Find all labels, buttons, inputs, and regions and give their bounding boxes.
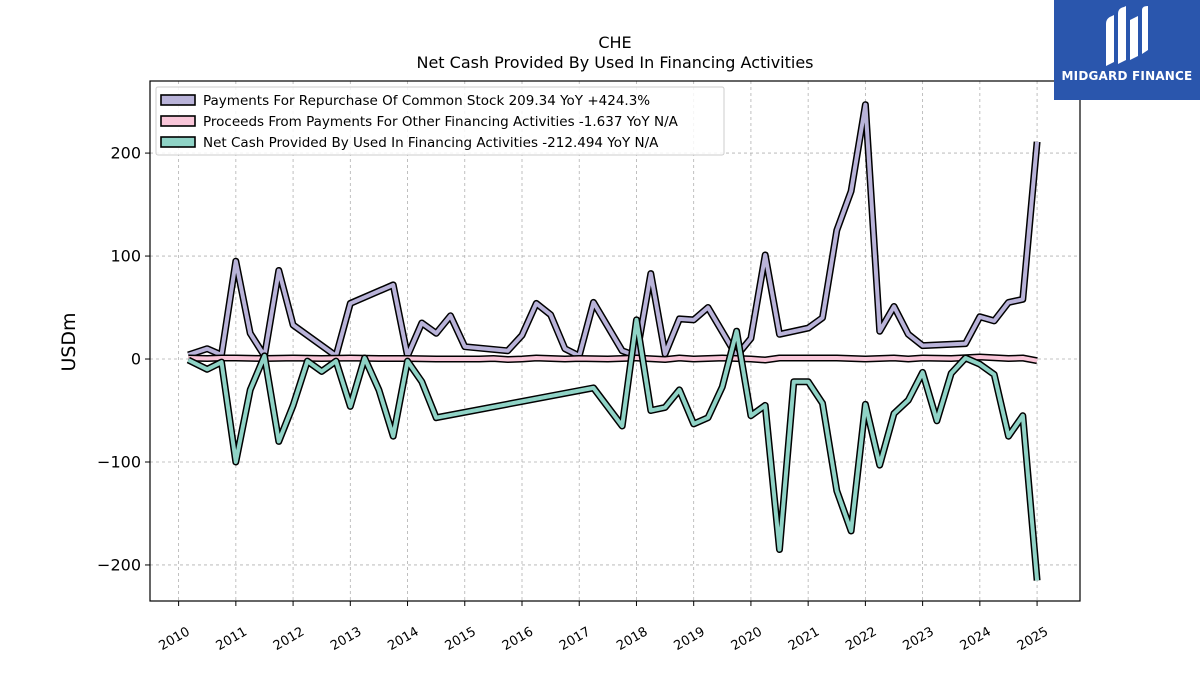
x-tick-label: 2024 xyxy=(958,624,994,654)
legend-swatch xyxy=(160,94,196,106)
x-tick-label: 2020 xyxy=(729,624,765,654)
midgard-m-logo-icon xyxy=(1106,6,1148,66)
x-tick-label: 2011 xyxy=(214,624,250,654)
x-tick-label: 2021 xyxy=(786,624,822,654)
x-tick-label: 2016 xyxy=(500,624,536,654)
x-tick-label: 2022 xyxy=(843,624,879,654)
x-axis-ticks: 2010 2011 2012 2013 2014 2015 2016 2017 2018 2019… xyxy=(156,601,1051,654)
x-tick-label: 2013 xyxy=(328,624,364,654)
chart-subtitle: Net Cash Provided By Used In Financing A… xyxy=(416,53,813,72)
legend-swatch xyxy=(160,115,196,127)
y-tick-label: −200 xyxy=(97,555,141,574)
x-tick-label: 2012 xyxy=(271,624,307,654)
y-tick-label: 100 xyxy=(110,247,141,266)
series-3 xyxy=(186,316,1041,581)
plot-area-frame xyxy=(149,80,1081,602)
brand-logo-text: MIDGARD FINANCE xyxy=(1061,69,1193,83)
legend-entry-label: Net Cash Provided By Used In Financing A… xyxy=(203,135,659,151)
series-line xyxy=(188,355,1038,363)
x-tick-label: 2018 xyxy=(614,624,650,654)
legend-entry-label: Proceeds From Payments For Other Financi… xyxy=(203,114,679,130)
x-tick-label: 2019 xyxy=(672,624,708,654)
x-tick-label: 2014 xyxy=(385,624,421,654)
chart-title: CHE xyxy=(598,33,631,52)
legend-box xyxy=(155,86,725,156)
x-tick-label: 2015 xyxy=(443,624,479,654)
y-tick-label: 200 xyxy=(110,144,141,163)
y-axis-ticks: −200 −100 0 100 200 xyxy=(97,144,150,574)
y-axis-label: USDm xyxy=(58,312,80,371)
series-layer xyxy=(186,101,1041,581)
legend: Payments For Repurchase Of Common Stock … xyxy=(155,86,725,156)
series-2 xyxy=(188,353,1038,365)
x-tick-label: 2023 xyxy=(900,624,936,654)
brand-logo: MIDGARD FINANCE xyxy=(1054,0,1200,100)
legend-swatch xyxy=(160,136,196,148)
x-tick-label: 2017 xyxy=(557,624,593,654)
legend-entry-label: Payments For Repurchase Of Common Stock … xyxy=(203,93,650,109)
y-tick-label: −100 xyxy=(97,452,141,471)
series-line xyxy=(187,317,1040,581)
x-tick-label: 2025 xyxy=(1015,624,1051,654)
y-tick-label: 0 xyxy=(131,350,141,369)
x-tick-label: 2010 xyxy=(156,624,192,654)
